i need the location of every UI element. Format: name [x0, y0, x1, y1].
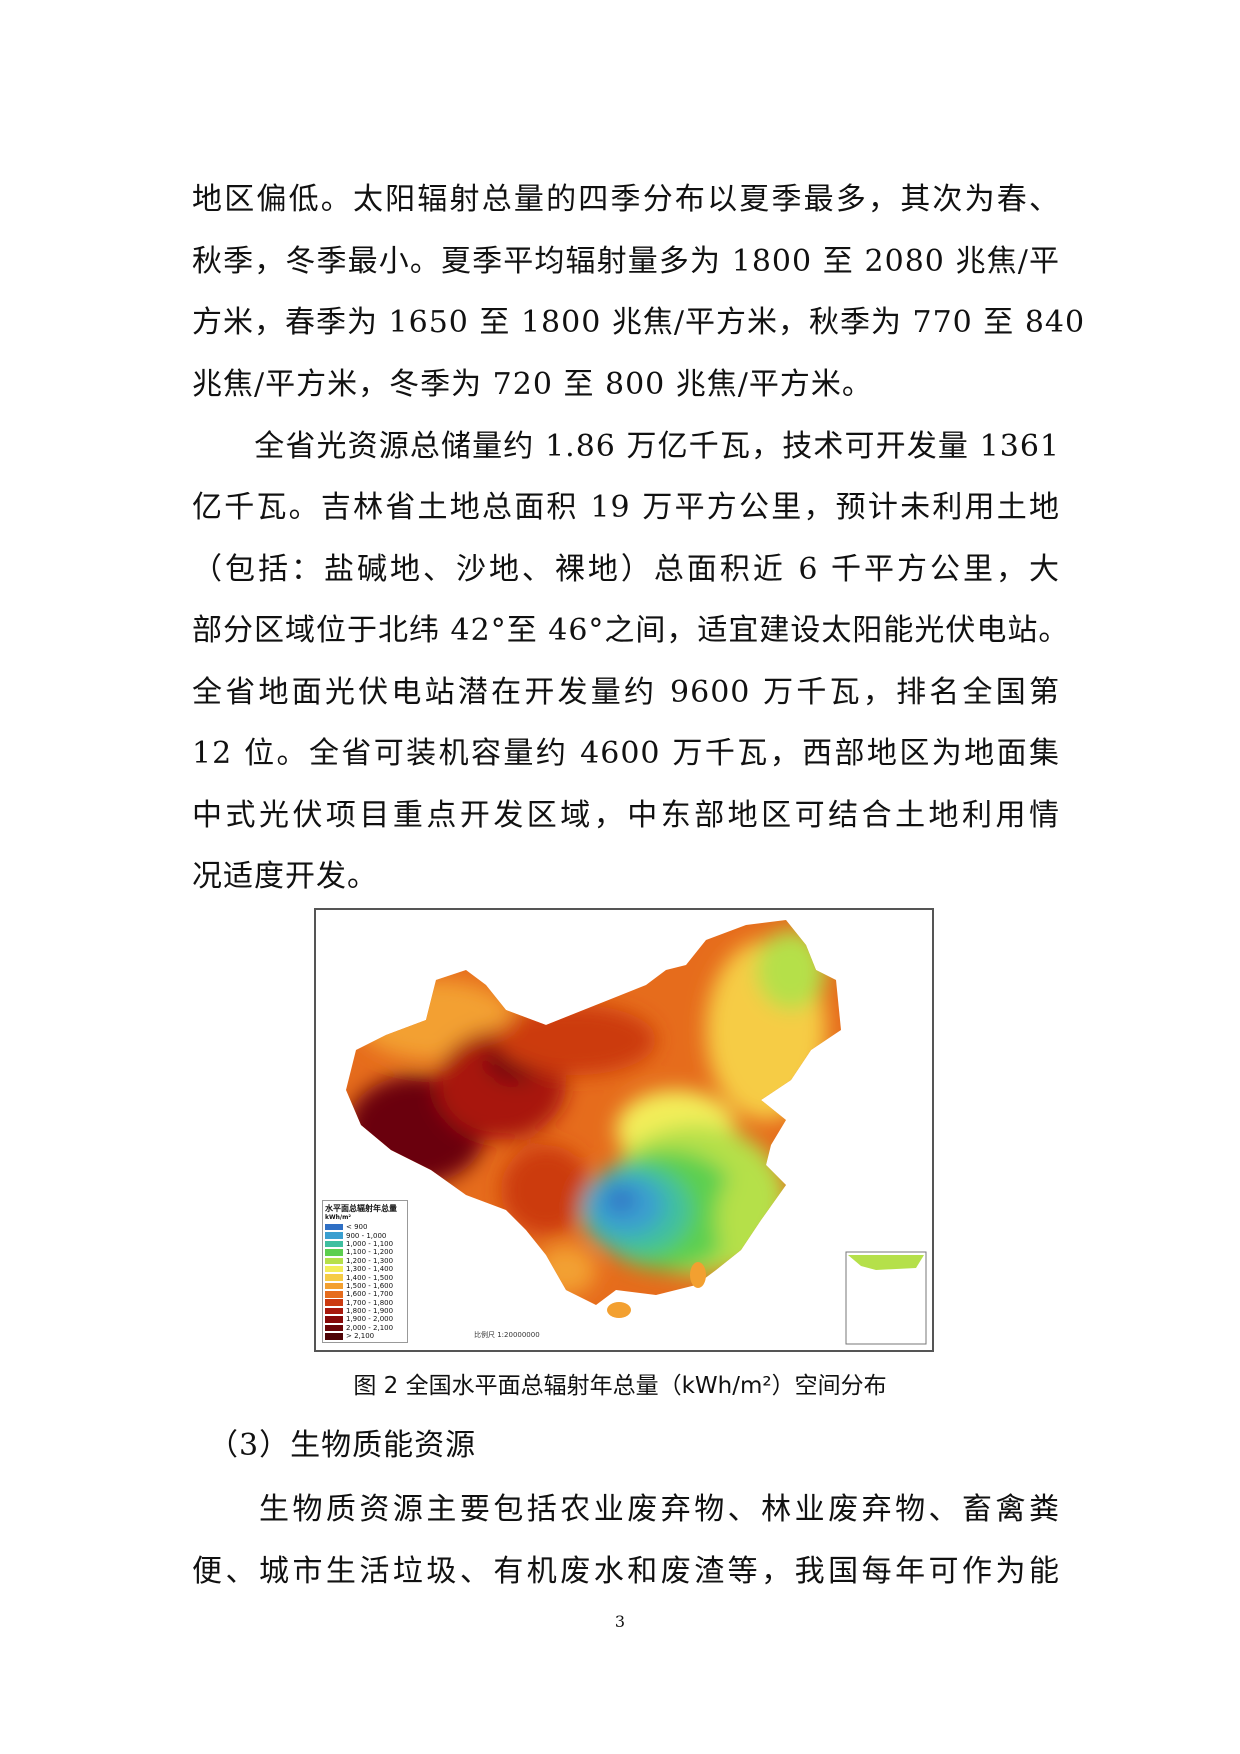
legend-swatch	[325, 1316, 343, 1323]
legend-label: 1,500 - 1,600	[346, 1281, 394, 1290]
legend-item: 2,000 - 2,100	[325, 1324, 405, 1332]
legend-label: 900 - 1,000	[346, 1231, 387, 1240]
figure-caption: 图 2 全国水平面总辐射年总量（kWh/m²）空间分布	[353, 1373, 887, 1399]
legend-item: 1,100 - 1,200	[325, 1248, 405, 1256]
text-line: 中式光伏项目重点开发区域，中东部地区可结合土地利用情	[192, 798, 1060, 833]
legend-label: > 2,100	[346, 1332, 375, 1341]
legend-label: 1,200 - 1,300	[346, 1256, 394, 1265]
legend-item: 1,300 - 1,400	[325, 1265, 405, 1273]
text-line: 全省光资源总储量约 1.86 万亿千瓦，技术可开发量 1361	[192, 429, 1060, 464]
legend-label: 1,300 - 1,400	[346, 1265, 394, 1274]
legend-label: < 900	[346, 1223, 368, 1232]
inset-coast	[848, 1255, 924, 1270]
text-line: 12 位。全省可装机容量约 4600 万千瓦，西部地区为地面集	[192, 736, 1060, 771]
map-legend: 水平面总辐射年总量 kWh/m² < 900 900 - 1,000 1,000 -…	[322, 1200, 408, 1344]
legend-item: 1,000 - 1,100	[325, 1240, 405, 1248]
legend-swatch	[325, 1333, 343, 1340]
legend-swatch	[325, 1232, 343, 1239]
text-line: 全省地面光伏电站潜在开发量约 9600 万千瓦，排名全国第	[192, 675, 1060, 710]
legend-swatch	[325, 1299, 343, 1306]
legend-item: 1,400 - 1,500	[325, 1273, 405, 1282]
text-line: 地区偏低。太阳辐射总量的四季分布以夏季最多，其次为春、	[192, 182, 1060, 217]
text-line: 部分区域位于北纬 42°至 46°之间，适宜建设太阳能光伏电站。	[192, 613, 1070, 648]
section-heading: （3）生物质能资源	[192, 1428, 477, 1463]
legend-title: 水平面总辐射年总量	[325, 1204, 397, 1213]
text-line: 况适度开发。	[192, 859, 378, 894]
page-number: 3	[614, 1612, 626, 1631]
taiwan-island	[690, 1262, 706, 1288]
legend-item: 1,500 - 1,600	[325, 1282, 405, 1290]
china-radiation-map	[346, 920, 927, 1345]
legend-swatch	[325, 1223, 343, 1231]
legend-label: 1,400 - 1,500	[346, 1273, 394, 1282]
legend-item: < 900	[325, 1223, 405, 1231]
legend-item: 1,800 - 1,900	[325, 1307, 405, 1315]
legend-swatch	[325, 1291, 343, 1298]
legend-item: 1,200 - 1,300	[325, 1257, 405, 1265]
radiation-map-figure: 水平面总辐射年总量 kWh/m² < 900 900 - 1,000 1,000 -…	[314, 908, 934, 1352]
legend-swatch	[325, 1240, 343, 1248]
hainan-island	[607, 1302, 631, 1318]
text-line: 方米，春季为 1650 至 1800 兆焦/平方米，秋季为 770 至 840	[192, 305, 1086, 340]
legend-label: 1,800 - 1,900	[346, 1307, 394, 1316]
text-line: 便、城市生活垃圾、有机废水和废渣等，我国每年可作为能	[192, 1554, 1060, 1589]
legend-swatch	[325, 1307, 343, 1315]
legend-swatch	[325, 1282, 343, 1290]
legend-item: 900 - 1,000	[325, 1231, 405, 1240]
legend-label: 1,000 - 1,100	[346, 1239, 394, 1248]
legend-swatch	[325, 1274, 343, 1281]
legend-label: 1,600 - 1,700	[346, 1290, 394, 1299]
legend-label: 1,100 - 1,200	[346, 1248, 394, 1257]
legend-unit: kWh/m²	[325, 1214, 351, 1221]
legend-label: 1,900 - 2,000	[346, 1315, 394, 1324]
text-line: 兆焦/平方米，冬季为 720 至 800 兆焦/平方米。	[192, 367, 873, 402]
text-line: 秋季，冬季最小。夏季平均辐射量多为 1800 至 2080 兆焦/平	[192, 244, 1060, 279]
text-line: 生物质资源主要包括农业废弃物、林业废弃物、畜禽粪	[192, 1492, 1060, 1527]
legend-swatch	[325, 1257, 343, 1264]
legend-item: 1,900 - 2,000	[325, 1315, 405, 1323]
legend-swatch	[325, 1265, 343, 1273]
legend-item: > 2,100	[325, 1332, 405, 1340]
legend-swatch	[325, 1249, 343, 1256]
legend-label: 2,000 - 2,100	[346, 1323, 394, 1332]
map-land	[346, 920, 841, 1305]
text-line: 亿千瓦。吉林省土地总面积 19 万平方公里，预计未利用土地	[192, 490, 1060, 525]
text-line: （包括：盐碱地、沙地、裸地）总面积近 6 千平方公里，大	[192, 552, 1060, 587]
legend-swatch	[325, 1324, 343, 1332]
legend-item: 1,700 - 1,800	[325, 1299, 405, 1307]
map-scale: 比例尺 1:20000000	[474, 1331, 540, 1339]
legend-item: 1,600 - 1,700	[325, 1290, 405, 1298]
legend-label: 1,700 - 1,800	[346, 1298, 394, 1307]
